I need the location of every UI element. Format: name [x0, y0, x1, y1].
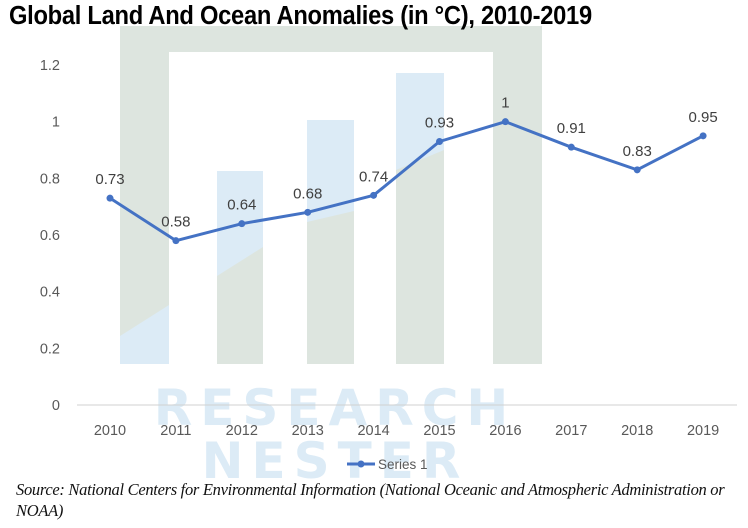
- y-axis-ticks: 0 0.2 0.4 0.6 0.8 1 1.2: [40, 58, 60, 414]
- data-label: 0.68: [293, 185, 322, 202]
- y-tick-label: 0.2: [40, 341, 60, 357]
- x-tick-label: 2015: [423, 423, 455, 439]
- data-point: [238, 220, 246, 228]
- x-tick-label: 2017: [555, 423, 587, 439]
- data-point: [567, 143, 575, 151]
- x-tick-label: 2012: [226, 423, 258, 439]
- x-tick-label: 2016: [489, 423, 521, 439]
- y-tick-label: 1: [52, 115, 60, 131]
- y-tick-label: 1.2: [40, 58, 60, 74]
- data-point: [633, 166, 641, 174]
- data-label: 0.83: [623, 143, 652, 160]
- watermark-blue-bar-2: [307, 120, 354, 222]
- watermark-frame-top: [120, 26, 542, 52]
- x-tick-label: 2010: [94, 423, 126, 439]
- data-point: [304, 208, 312, 216]
- watermark-frame-left: [120, 26, 169, 364]
- watermark-frame-right: [493, 26, 542, 364]
- data-label: 1: [501, 95, 509, 112]
- data-label: 0.73: [95, 171, 124, 188]
- x-tick-label: 2011: [160, 423, 191, 439]
- data-point: [370, 191, 378, 199]
- watermark-blue-diagonal: [120, 305, 169, 364]
- data-label: 0.64: [227, 197, 256, 214]
- x-tick-label: 2014: [357, 423, 389, 439]
- data-point: [172, 237, 180, 245]
- series-1: [108, 120, 705, 243]
- watermark-text-research: RESEARCH: [154, 379, 517, 437]
- y-tick-label: 0.4: [40, 285, 60, 301]
- series-1-line: [108, 120, 705, 243]
- data-label: 0.95: [688, 109, 717, 126]
- watermark-text-nester: NESTER: [202, 432, 469, 490]
- watermark-logo: RESEARCH NESTER: [120, 26, 542, 490]
- data-label: 0.74: [359, 168, 388, 185]
- series-1-markers: [106, 118, 707, 245]
- x-tick-label: 2018: [621, 423, 653, 439]
- chart-title: Global Land And Ocean Anomalies (in °C),…: [9, 2, 592, 30]
- x-axis-ticks: 2010 2011 2012 2013 2014 2015 2016 2017 2018 2019: [94, 423, 719, 439]
- data-point: [501, 118, 509, 126]
- y-tick-label: 0: [52, 398, 60, 414]
- data-label: 0.93: [425, 115, 454, 132]
- data-point: [106, 194, 114, 202]
- legend-label: Series 1: [378, 457, 428, 472]
- data-labels: 0.73 0.58 0.64 0.68 0.74 0.93 1 0.91 0.83 0.95: [95, 95, 717, 231]
- x-tick-label: 2019: [687, 423, 719, 439]
- source-note: Source: National Centers for Environment…: [16, 480, 725, 520]
- data-point: [436, 138, 443, 145]
- data-label: 0.58: [161, 214, 190, 231]
- legend-marker-icon: [357, 460, 365, 468]
- data-point: [699, 132, 707, 140]
- y-tick-label: 0.8: [40, 171, 60, 187]
- legend: Series 1: [347, 457, 428, 472]
- y-tick-label: 0.6: [40, 228, 60, 244]
- x-tick-label: 2013: [292, 423, 324, 439]
- data-label: 0.91: [557, 120, 586, 137]
